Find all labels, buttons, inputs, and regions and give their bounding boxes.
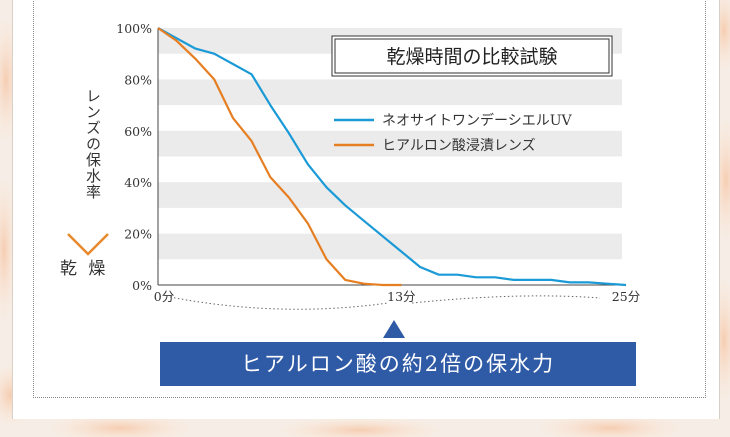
x-tick-label: 13分	[387, 289, 415, 304]
grid-band	[158, 233, 622, 260]
y-tick-labels: 100% 80% 60% 40% 20% 0%	[116, 21, 152, 293]
y-tick-label: 100%	[116, 21, 152, 36]
dotted-border	[33, 0, 706, 398]
chart-legend: ネオサイトワンデーシエルUV ヒアルロン酸浸漬レンズ	[334, 112, 573, 154]
x-tick-labels: 0分 13分 25分	[154, 289, 640, 304]
y-tick-label: 20%	[124, 227, 152, 242]
banner-box	[160, 342, 636, 386]
chart-title: 乾燥時間の比較試験	[386, 46, 557, 68]
y-tick-label: 40%	[124, 175, 152, 190]
arc-13-25	[411, 295, 601, 304]
banner-text: ヒアルロン酸の約2倍の保水力	[241, 352, 555, 376]
y-tick-label: 0%	[132, 278, 152, 293]
y-tick-label: 60%	[124, 124, 152, 139]
grid-band	[158, 79, 622, 106]
series-lines	[157, 27, 627, 287]
title-box-outer	[331, 35, 613, 77]
moisture-arrow-head	[67, 233, 109, 256]
y-tick-label: 80%	[124, 72, 152, 87]
title-box-inner	[334, 38, 610, 74]
x-tick-label: 25分	[612, 289, 640, 304]
y-axis-label: レンズの保水率	[84, 88, 102, 200]
grid-bands	[158, 28, 622, 260]
grid-band	[158, 182, 622, 208]
arc-0-13	[169, 296, 389, 310]
banner-pointer	[383, 320, 405, 338]
series-line-1	[157, 27, 627, 287]
dry-label: 乾 燥	[60, 259, 108, 279]
series-line-2	[157, 27, 402, 287]
x-tick-label: 0分	[154, 289, 174, 304]
grid-band	[158, 130, 622, 157]
legend-label: ネオサイトワンデーシエルUV	[382, 112, 573, 129]
legend-label: ヒアルロン酸浸漬レンズ	[382, 138, 536, 154]
